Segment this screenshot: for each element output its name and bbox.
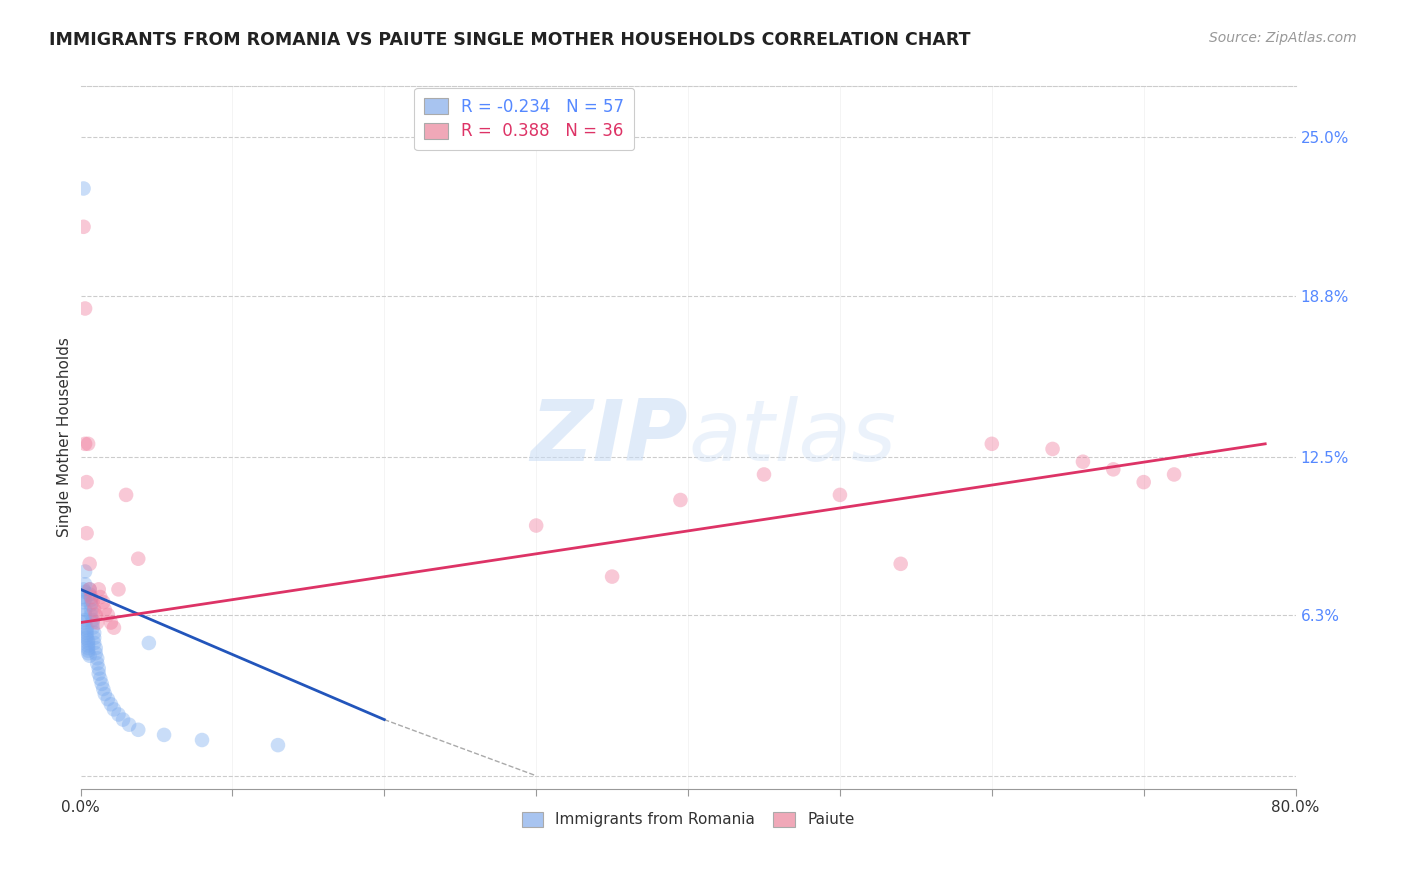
Point (1042, 442, 1064, 456)
Point (1163, 467, 1185, 482)
Point (84, 641, 107, 656)
Point (90, 677, 112, 691)
Point (83, 603, 105, 617)
Point (80, 603, 103, 617)
Point (107, 582, 129, 597)
Point (76, 625, 98, 640)
Point (1071, 455, 1094, 469)
Point (75, 565, 97, 579)
Point (76, 628, 98, 642)
Point (79, 582, 101, 597)
Point (75, 603, 97, 617)
Point (84, 646, 107, 660)
Point (87, 666, 110, 681)
Point (87, 582, 110, 597)
Point (79, 587, 101, 601)
Point (980, 437, 1002, 451)
Point (138, 636, 160, 650)
Point (80, 598, 103, 612)
Point (97, 607, 120, 622)
Point (828, 488, 851, 502)
Point (76, 475, 98, 490)
Point (83, 625, 105, 640)
Point (86, 657, 108, 671)
Point (77, 639, 100, 653)
Point (600, 569, 623, 583)
Point (82, 595, 104, 609)
Point (94, 687, 117, 701)
Point (77, 641, 100, 656)
Point (191, 733, 214, 747)
Point (82, 615, 104, 630)
Point (524, 518, 547, 533)
Point (752, 467, 775, 482)
Point (86, 651, 108, 665)
Y-axis label: Single Mother Households: Single Mother Households (58, 337, 72, 537)
Point (127, 723, 149, 737)
Point (75, 301, 97, 316)
Point (890, 557, 912, 571)
Point (76, 526, 98, 541)
Point (72, 590, 94, 604)
Point (75, 607, 97, 622)
Point (103, 702, 125, 716)
Point (1102, 462, 1125, 476)
Point (80, 590, 103, 604)
Point (91, 595, 114, 609)
Point (127, 551, 149, 566)
Point (76, 621, 98, 635)
Point (79, 582, 101, 597)
Point (75, 613, 97, 627)
Point (89, 590, 111, 604)
Text: Source: ZipAtlas.com: Source: ZipAtlas.com (1209, 31, 1357, 45)
Point (72, 595, 94, 609)
Point (1132, 475, 1154, 490)
Point (100, 615, 122, 630)
Point (669, 493, 692, 508)
Point (82, 613, 104, 627)
Point (76, 624, 98, 638)
Point (83, 631, 105, 645)
Point (72, 582, 94, 597)
Point (86, 615, 108, 630)
Point (107, 707, 129, 722)
Point (75, 585, 97, 599)
Point (76, 631, 98, 645)
Text: IMMIGRANTS FROM ROMANIA VS PAIUTE SINGLE MOTHER HOUSEHOLDS CORRELATION CHART: IMMIGRANTS FROM ROMANIA VS PAIUTE SINGLE… (49, 31, 970, 49)
Point (91, 681, 114, 696)
Point (80, 592, 103, 607)
Point (75, 615, 97, 630)
Point (79, 648, 101, 663)
Point (115, 488, 138, 502)
Point (75, 577, 97, 591)
Point (103, 621, 125, 635)
Point (118, 717, 141, 731)
Point (267, 738, 290, 752)
Point (84, 607, 107, 622)
Point (153, 728, 176, 742)
Point (100, 698, 122, 712)
Text: atlas: atlas (688, 396, 896, 479)
Point (112, 713, 135, 727)
Point (72, 219, 94, 234)
Point (89, 672, 111, 686)
Point (79, 557, 101, 571)
Point (72, 181, 94, 195)
Text: ZIP: ZIP (530, 396, 688, 479)
Point (83, 636, 105, 650)
Point (77, 643, 100, 657)
Point (77, 636, 100, 650)
Point (77, 437, 100, 451)
Point (75, 437, 97, 451)
Point (80, 607, 103, 622)
Point (77, 633, 100, 648)
Point (75, 592, 97, 607)
Point (77, 646, 100, 660)
Point (87, 661, 110, 675)
Point (97, 692, 120, 706)
Point (82, 621, 104, 635)
Point (94, 603, 117, 617)
Legend: Immigrants from Romania, Paiute: Immigrants from Romania, Paiute (516, 805, 860, 833)
